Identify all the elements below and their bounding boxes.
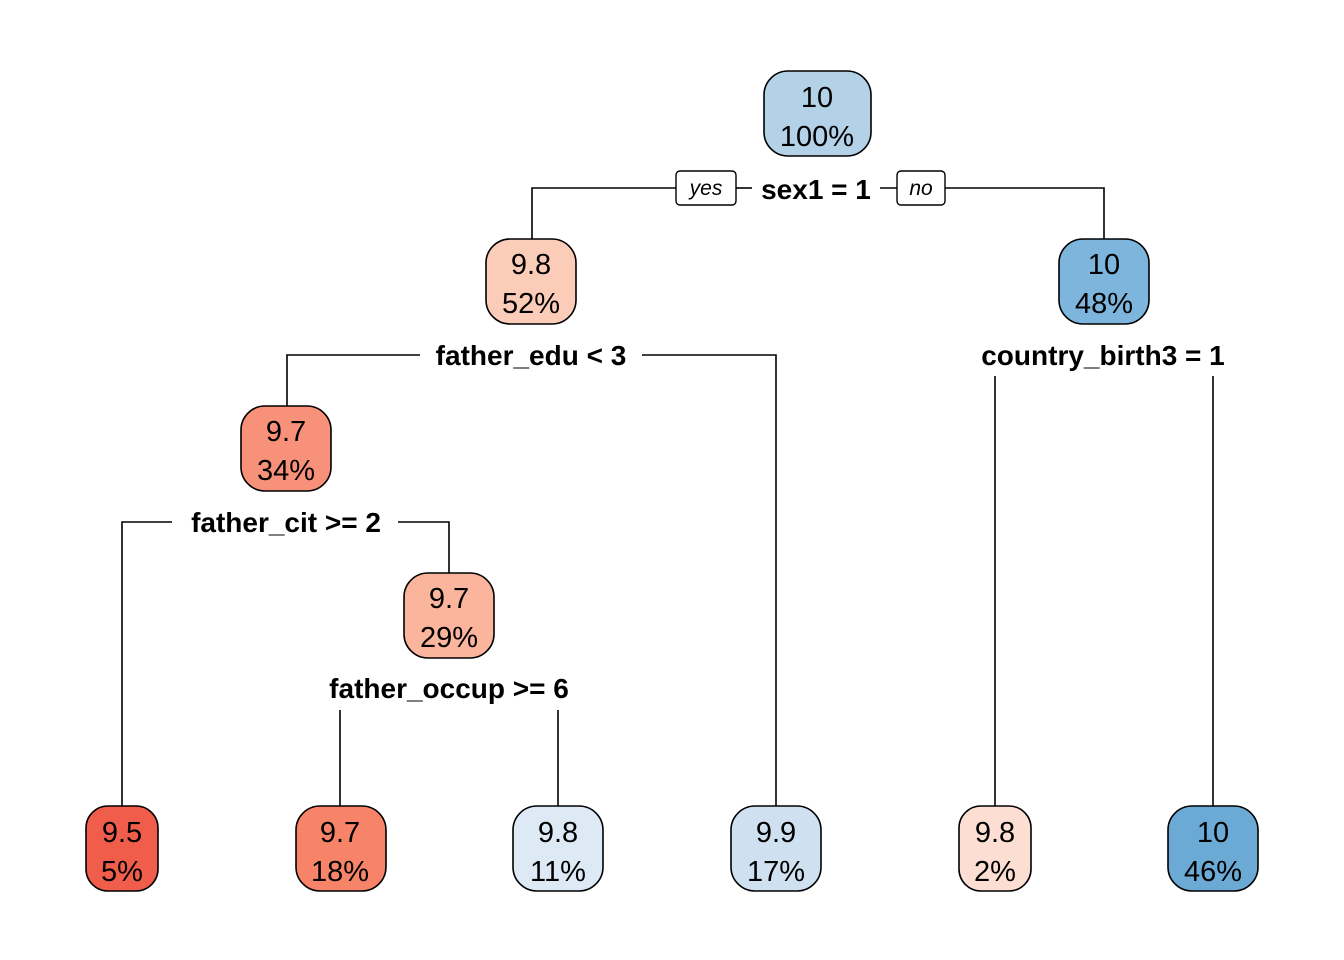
- split-n4: father_cit >= 2: [191, 507, 381, 538]
- leaf-6-value: 10: [1197, 817, 1229, 849]
- leaf-5-value: 9.8: [975, 817, 1015, 849]
- yes-tag-label: yes: [688, 177, 723, 200]
- leaf-1: 9.5 5%: [85, 805, 159, 892]
- leaf-3-value: 9.8: [538, 817, 578, 849]
- leaf-2-box: [295, 805, 387, 892]
- leaf-4-box: [730, 805, 822, 892]
- leaf-4-value: 9.9: [756, 817, 796, 849]
- node-n4-value: 9.7: [266, 416, 306, 448]
- node-n2: 9.8 52%: [485, 238, 577, 325]
- split-root: sex1 = 1: [761, 174, 871, 205]
- leaf-5-percent: 2%: [974, 856, 1016, 888]
- leaf-3: 9.8 11%: [512, 805, 604, 892]
- node-root-value: 10: [801, 82, 833, 114]
- node-n5: 9.7 29%: [403, 572, 495, 659]
- node-n3: 10 48%: [1058, 238, 1150, 325]
- leaf-6-percent: 46%: [1184, 856, 1242, 888]
- leaf-5-box: [958, 805, 1032, 892]
- node-root-box: [763, 70, 872, 157]
- node-n4-box: [240, 405, 332, 492]
- edge-n4-left: [121, 521, 172, 806]
- split-n3: country_birth3 = 1: [981, 340, 1225, 371]
- leaf-1-box: [85, 805, 159, 892]
- node-n2-percent: 52%: [502, 288, 560, 320]
- leaf-4: 9.9 17%: [730, 805, 822, 892]
- node-n4-percent: 34%: [257, 455, 315, 487]
- leaf-6: 10 46%: [1167, 805, 1259, 892]
- node-n2-box: [485, 238, 577, 325]
- no-tag: no: [896, 170, 946, 206]
- leaf-3-percent: 11%: [530, 856, 586, 888]
- edge-n2-left: [286, 354, 420, 408]
- node-n4: 9.7 34%: [240, 405, 332, 492]
- edge-n4-right: [398, 521, 450, 574]
- node-n3-value: 10: [1088, 249, 1120, 281]
- leaf-1-percent: 5%: [101, 856, 143, 888]
- tree-edges: [121, 187, 1214, 806]
- edge-root-left: [531, 187, 676, 240]
- split-n2: father_edu < 3: [436, 340, 627, 371]
- no-tag-label: no: [909, 177, 933, 200]
- node-n5-value: 9.7: [429, 583, 469, 615]
- leaf-5: 9.8 2%: [958, 805, 1032, 892]
- edge-root-right: [945, 187, 1105, 240]
- split-n5: father_occup >= 6: [329, 673, 569, 704]
- leaf-2: 9.7 18%: [295, 805, 387, 892]
- leaf-3-box: [512, 805, 604, 892]
- node-n5-box: [403, 572, 495, 659]
- leaf-1-value: 9.5: [102, 817, 142, 849]
- leaf-6-box: [1167, 805, 1259, 892]
- edge-n2-right: [642, 354, 777, 806]
- node-n3-box: [1058, 238, 1150, 325]
- node-root-percent: 100%: [780, 121, 854, 153]
- node-n2-value: 9.8: [511, 249, 551, 281]
- node-root: 10 100%: [763, 70, 872, 157]
- leaf-2-percent: 18%: [311, 856, 369, 888]
- leaf-2-value: 9.7: [320, 817, 360, 849]
- leaf-4-percent: 17%: [747, 856, 805, 888]
- node-n5-percent: 29%: [420, 622, 478, 654]
- yes-tag: yes: [675, 170, 737, 206]
- node-n3-percent: 48%: [1075, 288, 1133, 320]
